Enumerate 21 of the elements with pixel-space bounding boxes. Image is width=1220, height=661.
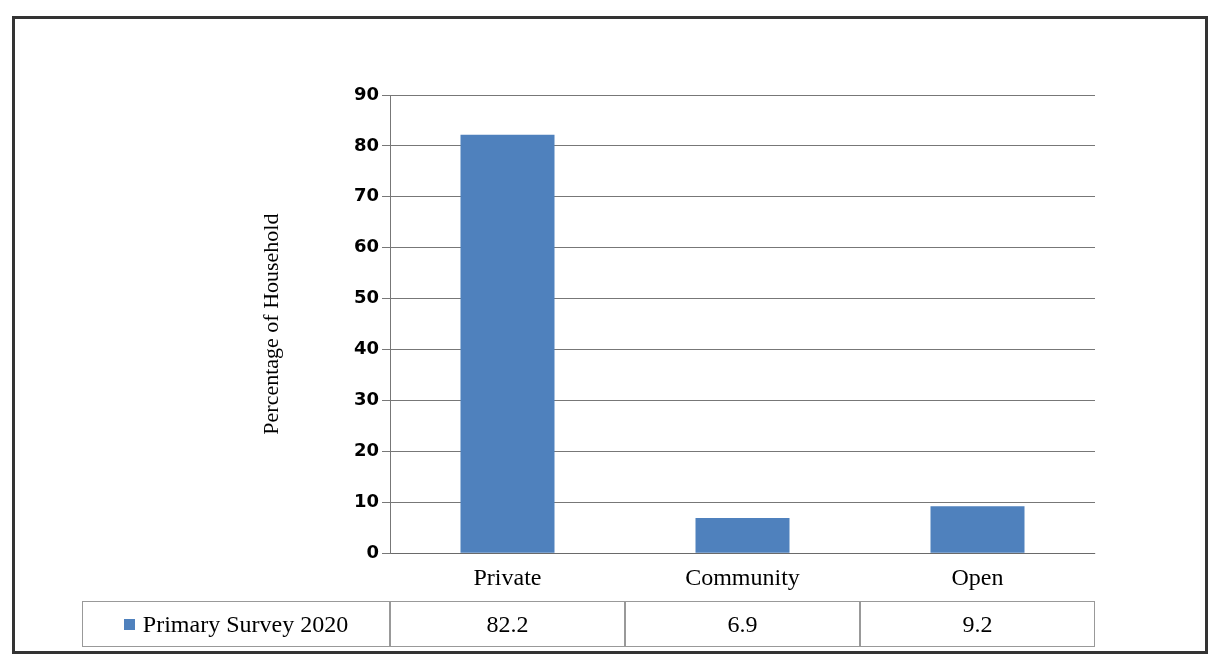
- y-tick-label: 0: [366, 540, 379, 562]
- y-tick-label: 50: [353, 286, 379, 308]
- bar: [460, 134, 555, 553]
- data-label: 9.2: [860, 601, 1095, 647]
- y-tick-label: 80: [353, 133, 379, 155]
- y-tick-label: 10: [353, 489, 379, 511]
- y-axis-title: Percentage of Household: [257, 213, 283, 435]
- y-tick-label: 30: [353, 388, 379, 410]
- y-tick-label: 90: [353, 82, 379, 104]
- bar: [930, 506, 1025, 553]
- bar: [695, 518, 790, 553]
- legend-label: Primary Survey 2020: [82, 601, 390, 647]
- data-label: 82.2: [390, 601, 625, 647]
- y-tick-label: 40: [353, 337, 379, 359]
- x-tick-label: Community: [685, 563, 800, 590]
- x-tick-label: Open: [951, 563, 1004, 590]
- data-label: 6.9: [625, 601, 860, 647]
- y-tick-label: 20: [353, 439, 379, 461]
- y-tick-label: 60: [353, 235, 379, 257]
- y-tick-label: 70: [353, 184, 379, 206]
- x-tick-label: Private: [473, 563, 542, 590]
